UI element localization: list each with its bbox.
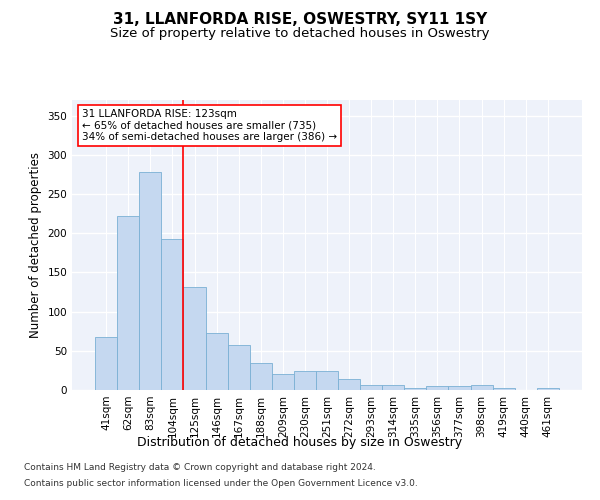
Bar [360, 386, 382, 390]
Bar [272, 374, 294, 390]
Bar [493, 388, 515, 390]
Bar [250, 362, 272, 390]
Bar [206, 333, 227, 390]
Bar [227, 346, 250, 390]
Bar [139, 172, 161, 390]
Bar [404, 388, 427, 390]
Text: Contains HM Land Registry data © Crown copyright and database right 2024.: Contains HM Land Registry data © Crown c… [24, 464, 376, 472]
Bar [338, 379, 360, 390]
Y-axis label: Number of detached properties: Number of detached properties [29, 152, 42, 338]
Bar [95, 336, 117, 390]
Bar [184, 286, 206, 390]
Bar [537, 388, 559, 390]
Bar [427, 386, 448, 390]
Bar [161, 238, 184, 390]
Text: 31 LLANFORDA RISE: 123sqm
← 65% of detached houses are smaller (735)
34% of semi: 31 LLANFORDA RISE: 123sqm ← 65% of detac… [82, 108, 337, 142]
Bar [316, 371, 338, 390]
Text: Distribution of detached houses by size in Oswestry: Distribution of detached houses by size … [137, 436, 463, 449]
Bar [294, 371, 316, 390]
Text: Contains public sector information licensed under the Open Government Licence v3: Contains public sector information licen… [24, 478, 418, 488]
Text: 31, LLANFORDA RISE, OSWESTRY, SY11 1SY: 31, LLANFORDA RISE, OSWESTRY, SY11 1SY [113, 12, 487, 28]
Bar [448, 386, 470, 390]
Bar [470, 384, 493, 390]
Text: Size of property relative to detached houses in Oswestry: Size of property relative to detached ho… [110, 28, 490, 40]
Bar [382, 384, 404, 390]
Bar [117, 216, 139, 390]
